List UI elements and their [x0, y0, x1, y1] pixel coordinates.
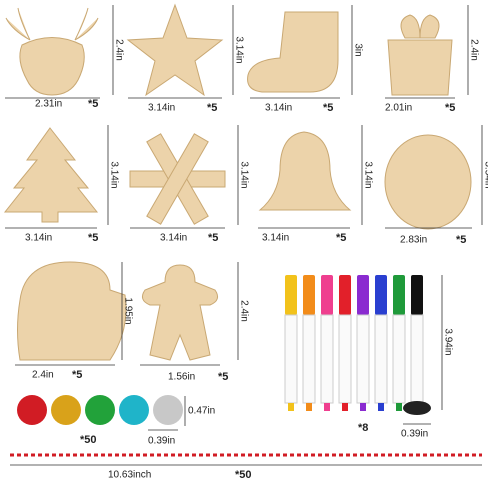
height-label: 3.14in: [238, 161, 249, 188]
bell: [258, 131, 352, 211]
marker-cap-top: [403, 401, 431, 415]
height-label: 3.54in: [482, 161, 488, 188]
stocking: [247, 11, 339, 93]
height-label: 2.4in: [238, 300, 249, 322]
marker-body: [338, 314, 352, 404]
marker-cap: [375, 275, 387, 315]
height-label: 3.94in: [442, 328, 453, 355]
marker-tip: [342, 403, 348, 411]
ball: [384, 134, 472, 230]
height-label: 2.4in: [113, 39, 124, 61]
marker-cap: [411, 275, 423, 315]
count-label: *5: [88, 98, 98, 110]
marker-cap: [357, 275, 369, 315]
count-label: *50: [80, 434, 97, 446]
width-label: 3.14in: [262, 233, 289, 244]
count-label: *5: [323, 102, 333, 114]
marker-cap: [303, 275, 315, 315]
width-label: 3.14in: [160, 233, 187, 244]
marker-body: [374, 314, 388, 404]
marker-tip: [378, 403, 384, 411]
marker-tip: [306, 403, 312, 411]
length-label: 10.63inch: [108, 470, 151, 481]
width-label: 3.14in: [265, 103, 292, 114]
height-label: 3.14in: [108, 161, 119, 188]
gingerbread: [141, 264, 219, 361]
count-label: *5: [336, 232, 346, 244]
width-label: 2.4in: [32, 370, 54, 381]
star: [126, 3, 224, 97]
jingle-bell: [85, 395, 115, 425]
snowflake-arm: [146, 133, 209, 225]
width-label: 3.14in: [148, 103, 175, 114]
count-label: *5: [218, 371, 228, 383]
count-label: *5: [207, 102, 217, 114]
marker-tip: [396, 403, 402, 411]
tree: [3, 127, 99, 223]
height-label: 3.14in: [362, 161, 373, 188]
height-label: 0.47in: [188, 406, 215, 417]
width-label: 1.56in: [168, 372, 195, 383]
count-label: *5: [72, 369, 82, 381]
count-label: *5: [88, 232, 98, 244]
marker-tip: [324, 403, 330, 411]
jingle-bell: [51, 395, 81, 425]
gift-box: [387, 39, 453, 96]
width-label: 3.14in: [25, 233, 52, 244]
count-label: *5: [456, 234, 466, 246]
width-label: 0.39in: [401, 429, 428, 440]
count-label: *5: [208, 232, 218, 244]
width-label: 2.01in: [385, 103, 412, 114]
marker-body: [302, 314, 316, 404]
marker-cap: [339, 275, 351, 315]
marker-body: [356, 314, 370, 404]
height-label: 3in: [352, 43, 363, 56]
marker-body: [320, 314, 334, 404]
width-label: 2.83in: [400, 235, 427, 246]
count-label: *8: [358, 422, 368, 434]
jingle-bell: [119, 395, 149, 425]
marker-cap: [285, 275, 297, 315]
reindeer: [5, 7, 99, 41]
height-label: 3.14in: [233, 36, 244, 63]
marker-body: [410, 314, 424, 404]
marker-cap: [321, 275, 333, 315]
marker-cap: [393, 275, 405, 315]
width-label: 0.39in: [148, 436, 175, 447]
count-label: *5: [445, 102, 455, 114]
reindeer-head: [19, 37, 85, 96]
width-label: 2.31in: [35, 99, 62, 110]
marker-tip: [288, 403, 294, 411]
count-label: *50: [235, 469, 252, 481]
height-label: 1.95in: [122, 297, 133, 324]
jingle-bell: [153, 395, 183, 425]
marker-tip: [360, 403, 366, 411]
gift-bow: [400, 14, 440, 39]
marker-body: [392, 314, 406, 404]
jingle-bell: [17, 395, 47, 425]
marker-body: [284, 314, 298, 404]
snowflake: [129, 133, 226, 225]
santa-hat: [17, 261, 127, 361]
height-label: 2.4in: [468, 39, 479, 61]
